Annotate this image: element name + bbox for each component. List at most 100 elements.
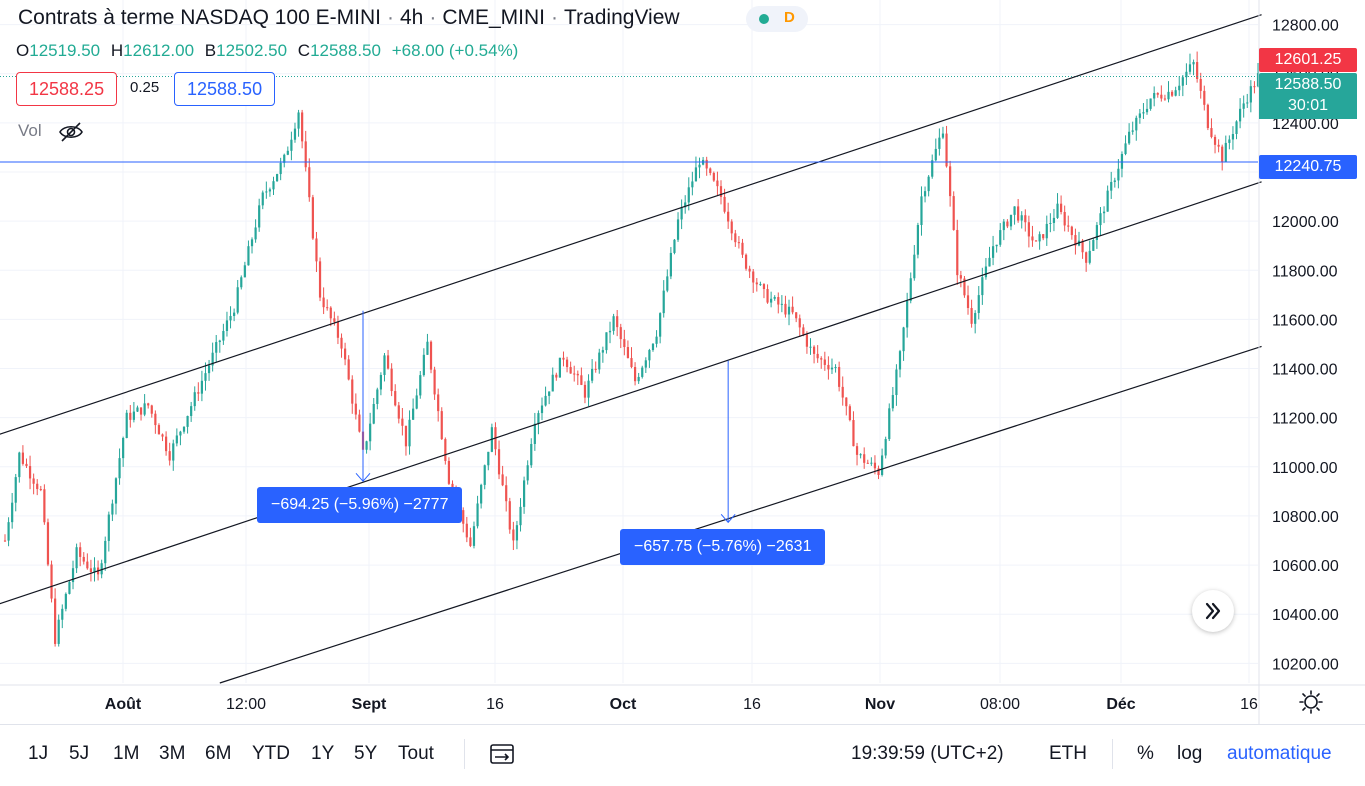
eye-crossed-icon[interactable] xyxy=(58,119,84,145)
sell-price-button[interactable]: 12588.25 xyxy=(16,72,118,106)
symbol-title-row[interactable]: Contrats à terme NASDAQ 100 E-MINI · 4h · CM… xyxy=(18,6,680,29)
candle-body xyxy=(673,239,676,253)
candle-body xyxy=(222,330,225,341)
candle-body xyxy=(1174,90,1177,96)
scroll-to-realtime-button[interactable] xyxy=(1192,590,1234,632)
candle-body xyxy=(1113,180,1116,182)
candle-body xyxy=(820,358,823,360)
candle-body xyxy=(977,295,980,314)
candle-body xyxy=(537,413,540,424)
volume-label[interactable]: Vol xyxy=(18,121,42,140)
candle-body xyxy=(752,271,755,283)
candle-body xyxy=(544,395,547,406)
candle-body xyxy=(662,290,665,314)
calendar-range-icon[interactable] xyxy=(488,741,516,767)
candle-body xyxy=(587,380,590,398)
candle-body xyxy=(791,306,794,313)
low-value: 12502.50 xyxy=(216,41,288,60)
candle-body xyxy=(956,229,959,276)
double-chevron-right-icon xyxy=(1205,602,1221,620)
candle-body xyxy=(372,403,375,424)
candle-body xyxy=(329,307,332,319)
candle-body xyxy=(268,189,272,192)
candle-body xyxy=(1185,71,1188,78)
candle-body xyxy=(197,392,200,394)
candle-body xyxy=(583,384,587,398)
candle-body xyxy=(1181,77,1184,86)
candle-body xyxy=(669,252,672,277)
bottom-toolbar: 1J 5J 1M 3M 6M YTD 1Y 5Y Tout 19:39:59 (… xyxy=(0,724,1365,786)
range-1y-button[interactable]: 1Y xyxy=(311,743,335,764)
percent-scale-toggle[interactable]: % xyxy=(1137,743,1154,764)
candle-body xyxy=(591,368,594,381)
candle-body xyxy=(855,446,859,455)
range-3m-button[interactable]: 3M xyxy=(159,743,186,764)
candle-body xyxy=(787,306,791,315)
candle-body xyxy=(802,327,805,335)
range-1d-button[interactable]: 1J xyxy=(28,743,49,764)
candle-body xyxy=(218,340,221,343)
candle-body xyxy=(419,375,422,396)
interval-label[interactable]: 4h xyxy=(399,6,424,29)
candle-body xyxy=(623,339,626,348)
market-status-pill[interactable]: D xyxy=(746,6,808,32)
candle-body xyxy=(376,389,379,404)
candle-body xyxy=(351,379,354,404)
x-tick-label: 12:00 xyxy=(226,696,266,713)
candle-body xyxy=(984,266,988,278)
candle-body xyxy=(548,391,551,396)
candle-body xyxy=(691,181,694,188)
range-6m-button[interactable]: 6M xyxy=(205,743,232,764)
x-tick-label: Sept xyxy=(352,696,387,713)
session-toggle[interactable]: ETH xyxy=(1049,743,1087,764)
measure-arrow-head xyxy=(720,513,736,524)
candle-body xyxy=(333,318,336,322)
candle-body xyxy=(576,373,579,376)
candle-body xyxy=(705,159,708,169)
candle-body xyxy=(1199,79,1202,91)
candle-body xyxy=(562,357,565,360)
candle-body xyxy=(1149,98,1152,109)
range-1m-button[interactable]: 1M xyxy=(113,743,140,764)
candle-body xyxy=(981,277,984,296)
horizontal-line-price-label[interactable]: 12240.75 xyxy=(1259,155,1357,179)
y-tick-label: 11000.00 xyxy=(1272,460,1338,477)
candle-body xyxy=(1060,203,1063,212)
candle-body xyxy=(301,112,304,142)
range-ytd-button[interactable]: YTD xyxy=(252,743,290,764)
candle-body xyxy=(716,180,719,187)
candle-body xyxy=(1009,214,1013,227)
candle-body xyxy=(601,350,604,353)
candle-body xyxy=(476,503,479,527)
trend-channel-line xyxy=(0,14,1262,435)
candle-body xyxy=(519,506,522,526)
candle-body xyxy=(949,166,952,197)
candle-body xyxy=(1167,91,1170,100)
range-5d-button[interactable]: 5J xyxy=(69,743,90,764)
candle-body xyxy=(240,277,243,288)
candle-body xyxy=(1074,235,1077,246)
candle-body xyxy=(483,465,486,485)
price-chart[interactable]: 10200.00 10400.00 10600.00 10800.00 11000.00… xyxy=(0,0,1365,724)
log-scale-toggle[interactable]: log xyxy=(1177,743,1203,764)
candle-body xyxy=(655,336,658,344)
gear-icon[interactable] xyxy=(1298,689,1324,715)
measure-label-1[interactable]: −694.25 (−5.96%) −2777 xyxy=(257,487,463,523)
auto-scale-toggle[interactable]: automatique xyxy=(1227,743,1332,764)
candle-body xyxy=(737,242,740,244)
candle-body xyxy=(523,480,526,507)
buy-price-button[interactable]: 12588.50 xyxy=(174,72,276,106)
candle-body xyxy=(36,483,39,490)
candle-body xyxy=(247,246,250,266)
candle-body xyxy=(512,529,515,541)
measure-label-2[interactable]: −657.75 (−5.76%) −2631 xyxy=(620,529,826,565)
source-label: TradingView xyxy=(564,6,680,29)
range-5y-button[interactable]: 5Y xyxy=(354,743,378,764)
candle-body xyxy=(777,297,780,305)
candle-body xyxy=(1142,112,1145,114)
range-all-button[interactable]: Tout xyxy=(398,743,434,764)
high-value: 12612.00 xyxy=(123,41,195,60)
candle-body xyxy=(437,394,440,412)
candle-body xyxy=(594,368,597,370)
clock-readout[interactable]: 19:39:59 (UTC+2) xyxy=(851,743,1004,764)
